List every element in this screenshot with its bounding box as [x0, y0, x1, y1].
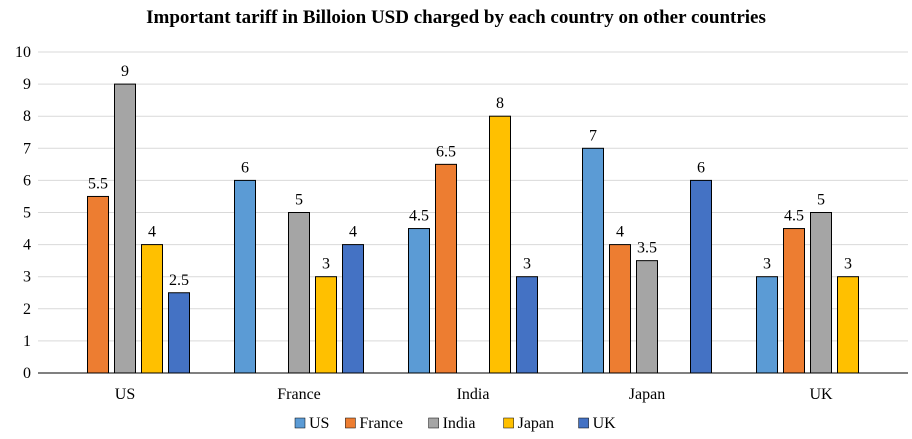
- legend-swatch: [294, 417, 306, 429]
- bar: [168, 292, 190, 374]
- bar: [636, 260, 658, 374]
- data-label: 5: [295, 192, 303, 209]
- bar: [435, 163, 457, 374]
- x-tick-label: US: [115, 386, 135, 403]
- data-label: 3: [322, 256, 330, 273]
- y-tick-label: 0: [23, 365, 31, 382]
- bar: [234, 179, 256, 374]
- y-tick-label: 10: [15, 44, 31, 61]
- axes: 0 1 2 3 4 5 6 7 8 9 10 US France India Japan UK: [15, 44, 908, 403]
- legend-label: France: [359, 415, 403, 432]
- data-labels: 5.5 9 4 2.5 6 5 3 4 4.5 6.5 8 3 7 4 3.5 6 3 4.5 5 3: [88, 63, 852, 289]
- y-tick-label: 4: [23, 237, 31, 254]
- x-tick-label: India: [457, 386, 490, 403]
- bar: [489, 115, 511, 374]
- x-tick-label: UK: [809, 386, 833, 403]
- bar: [342, 244, 364, 374]
- x-tick-label: Japan: [629, 386, 665, 403]
- bar: [288, 212, 310, 374]
- data-label: 7: [589, 127, 597, 144]
- bar: [315, 276, 337, 374]
- data-label: 4: [349, 224, 357, 241]
- legend-swatch: [345, 417, 356, 429]
- data-label: 3: [763, 256, 771, 273]
- y-tick-label: 3: [23, 269, 31, 286]
- bar: [609, 244, 631, 374]
- data-label: 3: [523, 256, 531, 273]
- y-tick-label: 5: [23, 205, 31, 222]
- y-tick-label: 8: [23, 108, 31, 125]
- bar: [582, 147, 604, 374]
- bar: [114, 83, 136, 374]
- data-label: 4: [148, 224, 156, 241]
- data-label: 3: [844, 256, 852, 273]
- legend-label: US: [309, 415, 329, 432]
- data-label: 5: [817, 192, 825, 209]
- bar: [408, 228, 430, 374]
- y-tick-label: 6: [23, 172, 31, 189]
- data-label: 6: [241, 159, 249, 176]
- legend-label: Japan: [518, 415, 554, 432]
- data-label: 6.5: [436, 143, 456, 160]
- legend-swatch: [428, 417, 439, 429]
- data-label: 8: [496, 95, 504, 112]
- legend-label: UK: [593, 415, 617, 432]
- y-tick-label: 2: [23, 301, 31, 318]
- bar: [87, 195, 109, 374]
- bar: [516, 276, 538, 374]
- data-label: 2.5: [169, 272, 189, 289]
- y-tick-label: 9: [23, 76, 31, 93]
- legend-label: India: [443, 415, 476, 432]
- data-label: 9: [121, 63, 129, 80]
- bar: [810, 212, 832, 374]
- y-tick-label: 1: [23, 333, 31, 350]
- data-label: 4: [616, 224, 624, 241]
- legend-swatch: [578, 417, 589, 429]
- data-label: 5.5: [88, 175, 108, 192]
- legend: US France India Japan UK: [294, 415, 617, 432]
- data-label: 3.5: [637, 240, 657, 257]
- y-tick-label: 7: [23, 140, 31, 157]
- data-label: 6: [697, 159, 705, 176]
- data-label: 4.5: [784, 208, 804, 225]
- bar: [141, 244, 163, 374]
- bar: [783, 228, 805, 374]
- bar: [690, 179, 712, 374]
- bar: [756, 276, 778, 374]
- bar: [837, 276, 859, 374]
- chart-title: Important tariff in Billoion USD charged…: [146, 7, 766, 28]
- x-tick-label: France: [277, 386, 321, 403]
- legend-swatch: [503, 417, 514, 429]
- data-label: 4.5: [409, 208, 429, 225]
- bars: [87, 83, 859, 374]
